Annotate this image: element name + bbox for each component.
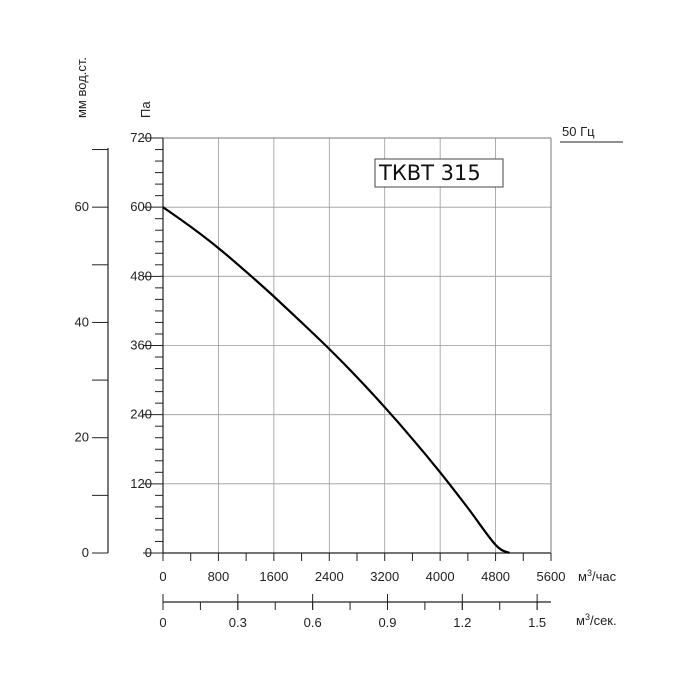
x-hour-tick-label: 3200 bbox=[370, 569, 399, 584]
model-label: ТКВТ 315 bbox=[378, 161, 481, 185]
frequency-label-group: 50 Гц bbox=[560, 124, 623, 143]
tick-marks bbox=[92, 137, 552, 610]
pa-tick-label: 0 bbox=[145, 545, 152, 560]
x-sec-tick-label: 0.6 bbox=[304, 615, 322, 630]
pa-tick-label: 120 bbox=[130, 476, 152, 491]
pa-tick-label: 360 bbox=[130, 338, 152, 353]
x-sec-unit: м3/сек. bbox=[576, 612, 617, 628]
pa-axis-unit: Па bbox=[138, 101, 153, 118]
mm-tick-label: 20 bbox=[75, 430, 89, 445]
x-sec-tick-label: 1.2 bbox=[453, 615, 471, 630]
pa-tick-label: 720 bbox=[130, 130, 152, 145]
mm-tick-label: 0 bbox=[82, 545, 89, 560]
pa-tick-label: 600 bbox=[130, 199, 152, 214]
model-label-box: ТКВТ 315 bbox=[374, 158, 504, 188]
x-sec-tick-label: 1.5 bbox=[528, 615, 546, 630]
x-sec-tick-label: 0.9 bbox=[378, 615, 396, 630]
x-hour-tick-label: 4800 bbox=[481, 569, 510, 584]
frequency-label: 50 Гц bbox=[562, 124, 595, 139]
mm-tick-label: 60 bbox=[75, 199, 89, 214]
x-hour-tick-label: 5600 bbox=[537, 569, 566, 584]
x-hour-tick-label: 0 bbox=[159, 569, 166, 584]
x-sec-tick-label: 0.3 bbox=[229, 615, 247, 630]
grid bbox=[163, 138, 551, 553]
pressure-curve bbox=[162, 206, 510, 555]
x-hour-tick-label: 800 bbox=[208, 569, 230, 584]
x-hour-tick-label: 2400 bbox=[315, 569, 344, 584]
x-hour-tick-label: 1600 bbox=[259, 569, 288, 584]
pa-tick-label: 240 bbox=[130, 407, 152, 422]
mm-tick-label: 40 bbox=[75, 314, 89, 329]
mm-axis-unit: мм вод.ст. bbox=[74, 57, 89, 118]
x-hour-unit: м3/час bbox=[578, 568, 617, 584]
x-hour-tick-label: 4000 bbox=[426, 569, 455, 584]
pa-tick-label: 480 bbox=[130, 268, 152, 283]
x-sec-tick-label: 0 bbox=[159, 615, 166, 630]
series bbox=[162, 206, 510, 555]
